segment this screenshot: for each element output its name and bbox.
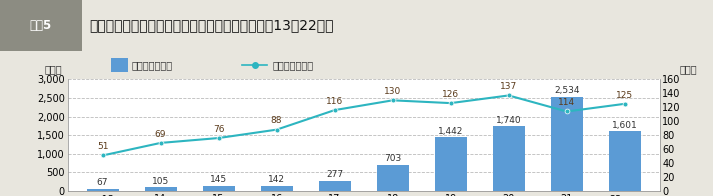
Text: 137: 137 [500, 82, 518, 91]
Text: 不正アクセス禁止法違反の検挙件数の推移（平成13～22年）: 不正アクセス禁止法違反の検挙件数の推移（平成13～22年） [89, 18, 334, 33]
Text: 114: 114 [558, 98, 575, 107]
Text: （人）: （人） [679, 64, 697, 74]
Text: 2,534: 2,534 [554, 86, 580, 95]
Bar [202, 186, 235, 191]
Bar [86, 189, 118, 191]
Text: 図－5: 図－5 [30, 19, 52, 32]
Bar [435, 137, 466, 191]
Text: 69: 69 [155, 130, 166, 139]
Text: 76: 76 [213, 125, 225, 134]
Bar [550, 97, 583, 191]
Bar [319, 181, 351, 191]
Text: （件）: （件） [45, 64, 62, 74]
Bar [493, 126, 525, 191]
Text: 703: 703 [384, 154, 401, 163]
Text: 142: 142 [268, 175, 285, 184]
Text: 130: 130 [384, 87, 401, 96]
Text: 67: 67 [97, 178, 108, 187]
Text: 1,601: 1,601 [612, 121, 637, 130]
Text: 検挙人員（人）: 検挙人員（人） [272, 60, 314, 70]
Bar [111, 58, 128, 72]
Text: 88: 88 [271, 116, 282, 125]
Text: 126: 126 [442, 90, 459, 99]
Text: 1,442: 1,442 [438, 127, 463, 136]
Text: 105: 105 [152, 177, 169, 186]
Text: 145: 145 [210, 175, 227, 184]
Bar [145, 187, 177, 191]
Text: 125: 125 [616, 91, 633, 100]
Text: 116: 116 [326, 97, 343, 106]
Bar [376, 165, 409, 191]
Text: 277: 277 [326, 170, 343, 179]
Bar [261, 186, 292, 191]
Bar [609, 132, 641, 191]
Text: 1,740: 1,740 [496, 116, 521, 125]
Text: 検挙件数（件）: 検挙件数（件） [132, 60, 173, 70]
Bar [0, 0, 82, 51]
Text: 51: 51 [97, 142, 108, 151]
